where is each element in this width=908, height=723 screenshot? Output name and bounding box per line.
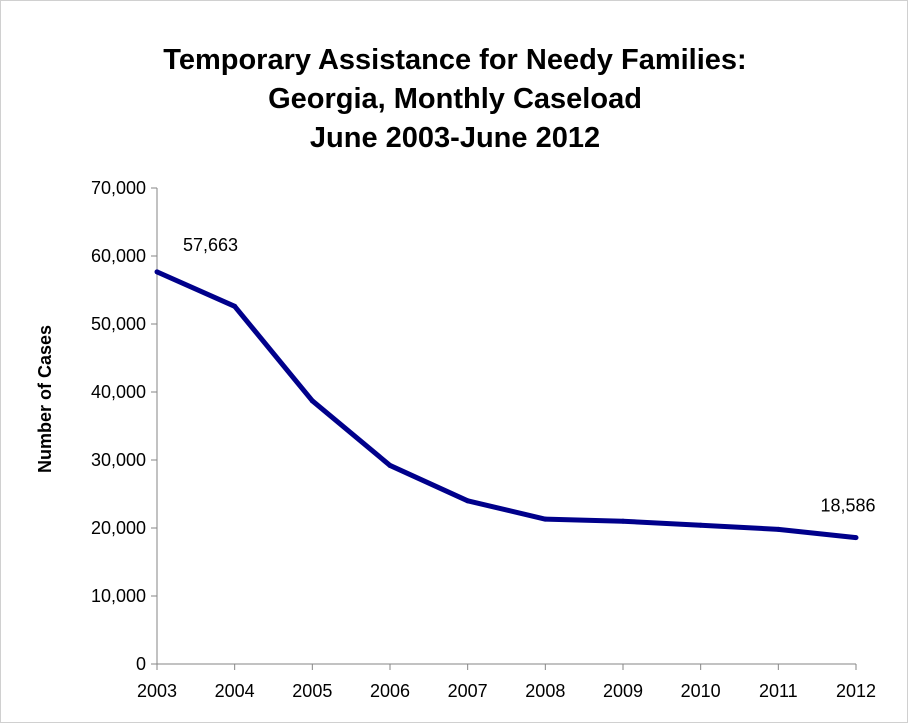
x-tick-label: 2010 — [681, 681, 721, 701]
x-tick-label: 2009 — [603, 681, 643, 701]
data-point — [465, 498, 471, 504]
x-tick-label: 2004 — [215, 681, 255, 701]
data-point — [154, 269, 160, 275]
data-label: 57,663 — [183, 235, 238, 255]
chart-title-line-3: June 2003-June 2012 — [310, 122, 600, 154]
data-label: 18,586 — [820, 496, 875, 516]
y-tick-label: 30,000 — [91, 450, 146, 470]
x-tick-label: 2007 — [448, 681, 488, 701]
x-tick-label: 2012 — [836, 681, 876, 701]
y-tick-label: 50,000 — [91, 314, 146, 334]
data-labels: 57,663 18,586 — [183, 235, 876, 516]
data-point — [853, 535, 859, 541]
y-tick-label: 20,000 — [91, 518, 146, 538]
chart-title: Temporary Assistance for Needy Families:… — [163, 44, 746, 154]
x-tick-label: 2008 — [525, 681, 565, 701]
y-tick-label: 10,000 — [91, 586, 146, 606]
data-point — [309, 398, 315, 404]
axes: 0 10,000 20,000 30,000 40,000 50,000 60,000 70,… — [91, 178, 876, 701]
x-tick-label: 2011 — [759, 681, 798, 701]
y-tick-label: 70,000 — [91, 178, 146, 198]
x-tick-label: 2005 — [292, 681, 332, 701]
x-tick-label: 2006 — [370, 681, 410, 701]
y-tick-label: 60,000 — [91, 246, 146, 266]
series-line — [155, 269, 857, 541]
y-tick-label: 40,000 — [91, 382, 146, 402]
data-point — [387, 462, 393, 468]
x-tick-label: 2003 — [137, 681, 177, 701]
data-point — [542, 516, 548, 522]
y-axis-title: Number of Cases — [35, 325, 55, 473]
y-tick-label: 0 — [136, 654, 146, 674]
series-layer — [154, 269, 859, 541]
data-point — [232, 303, 238, 309]
chart-title-line-2: Georgia, Monthly Caseload — [268, 83, 642, 115]
data-point — [775, 526, 781, 532]
chart-title-line-1: Temporary Assistance for Needy Families: — [163, 44, 746, 76]
data-point — [620, 518, 626, 524]
data-point — [698, 522, 704, 528]
